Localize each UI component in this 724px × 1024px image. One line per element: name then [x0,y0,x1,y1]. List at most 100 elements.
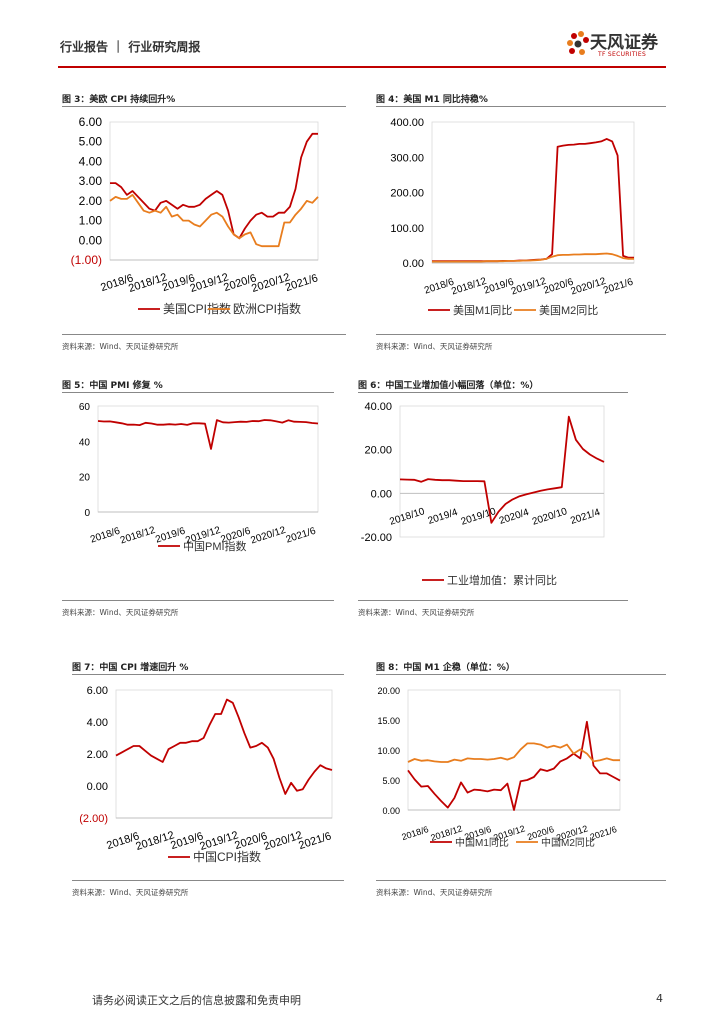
y-tick-label: 6.00 [79,115,103,129]
y-tick-label: 4.00 [79,154,103,168]
figure-6-caption: 图 6：中国工业增加值小幅回落（单位：%） [358,381,539,391]
figure-6-source: 资料来源：Wind、天风证券研究所 [358,608,475,617]
figure-3-bottom-rule [62,334,346,335]
figure-3-us-eu-cpi-chart: 6.005.004.003.002.001.000.00(1.00)2018/6… [71,115,320,316]
legend-label: 中国M1同比 [455,836,509,849]
figure-5-caption: 图 5：中国 PMI 修复 % [62,381,163,391]
y-tick-label: 5.00 [382,776,400,786]
y-tick-label: 20.00 [377,686,400,696]
series-line-2 [109,194,319,248]
x-tick-label: 2020/12 [249,525,287,547]
y-tick-label: 4.00 [87,717,108,729]
x-tick-label: 2019/4 [427,507,460,527]
series-line-1 [399,415,605,524]
logo-subtitle: TF SECURITIES [598,51,647,58]
y-tick-label: 0.00 [371,488,392,500]
figure-6-china-industrial-chart: 40.00 20.00 0.00 -20.00 2018/10 2019/4 2019/10… [361,401,605,587]
y-tick-label: -20.00 [361,532,392,544]
y-tick-label: 10.00 [377,746,400,756]
figure-7-source: 资料来源：Wind、天风证券研究所 [72,888,189,897]
legend-label: 中国CPI指数 [193,849,261,864]
figure-8-caption: 图 8：中国 M1 企稳（单位：%） [376,663,515,673]
figure-8-source: 资料来源：Wind、天风证券研究所 [376,888,493,897]
x-tick-label: 2021/6 [602,277,635,297]
x-tick-label: 2021/6 [285,526,318,546]
series-line-1 [110,132,318,240]
x-tick-label: 2018/6 [89,526,122,546]
figure-3-source: 资料来源：Wind、天风证券研究所 [62,342,179,351]
x-tick-label: 2020/4 [498,507,531,527]
figure-6-top-rule [358,392,628,393]
y-tick-label: 5.00 [79,135,103,149]
x-tick-label: 2018/12 [119,525,157,547]
y-tick-label: 20 [79,473,91,484]
figure-7-bottom-rule [72,880,344,881]
figure-8-bottom-rule [376,880,666,881]
y-tick-label: 3.00 [79,174,103,188]
series-line-1 [115,698,333,795]
legend-label: 美国M2同比 [539,304,598,317]
plot-frame [399,405,605,538]
y-tick-label: 2.00 [79,194,103,208]
legend-label: 欧洲CPI指数 [233,301,301,316]
legend-label: 美国CPI指数 [163,301,231,316]
y-tick-label: 0.00 [382,806,400,816]
series-line-1 [432,137,634,263]
y-tick-label: 1.00 [79,214,103,228]
y-tick-label: 60 [79,402,91,413]
figure-5-top-rule [62,392,334,393]
figure-5-bottom-rule [62,600,334,601]
y-tick-label: 20.00 [364,445,392,457]
plot-frame [407,689,621,811]
figure-7-top-rule [72,674,344,675]
series-line-1 [97,419,319,450]
x-tick-label: 2020/10 [531,506,569,528]
figure-5-source: 资料来源：Wind、天风证券研究所 [62,608,179,617]
y-tick-label: (2.00) [79,813,108,825]
x-tick-label: 2018/6 [400,824,429,842]
legend-label: 中国PMI指数 [183,539,247,553]
figure-4-us-m1-chart: 400.00300.00200.00100.000.002018/62018/1… [390,117,635,317]
plot-frame [109,121,319,261]
header-divider [58,66,666,68]
y-tick-label: 400.00 [390,117,424,129]
report-header: 行业报告 ｜ 行业研究周报 [60,40,201,54]
x-tick-label: 2019/10 [460,506,498,528]
figure-7-caption: 图 7：中国 CPI 增速回升 % [72,663,189,673]
figure-4-top-rule [376,106,666,107]
y-tick-label: 0.00 [87,781,108,793]
footer-disclaimer: 请务必阅读正文之后的信息披露和免责申明 [92,994,301,1007]
y-tick-label: 100.00 [390,223,424,235]
figure-7-china-cpi-chart: 6.004.002.000.00(2.00)2018/62018/122019/… [79,685,333,864]
y-tick-label: (1.00) [71,253,102,267]
figure-4-bottom-rule [376,334,666,335]
y-tick-label: 0.00 [79,233,103,247]
series-line-2 [432,252,634,263]
figure-4-source: 资料来源：Wind、天风证券研究所 [376,342,493,351]
logo-name: 天风证券 [590,33,658,53]
series-line-1 [407,720,621,811]
y-tick-label: 15.00 [377,716,400,726]
y-tick-label: 0 [84,508,90,519]
y-tick-label: 200.00 [390,188,424,200]
y-tick-label: 300.00 [390,152,424,164]
legend-label: 中国M2同比 [541,836,595,849]
y-tick-label: 40 [79,437,91,448]
series-line-2 [407,742,620,763]
x-tick-label: 2021/6 [297,830,333,852]
x-tick-label: 2018/10 [388,506,426,528]
figure-4-caption: 图 4：美国 M1 同比持稳% [376,95,488,105]
figure-8-top-rule [376,674,666,675]
legend-label: 美国M1同比 [453,304,512,317]
y-tick-label: 0.00 [403,258,424,270]
y-tick-label: 40.00 [364,401,392,413]
figure-3-caption: 图 3：美欧 CPI 持续回升% [62,95,176,105]
plot-frame [431,121,635,264]
figure-3-top-rule [62,106,346,107]
x-tick-label: 2021/4 [569,507,602,527]
tf-securities-logo-icon [567,31,589,55]
page-number: 4 [656,992,663,1005]
y-tick-label: 6.00 [87,685,108,697]
figure-5-china-pmi-chart: 60402002018/62018/122019/62019/122020/62… [79,402,319,553]
